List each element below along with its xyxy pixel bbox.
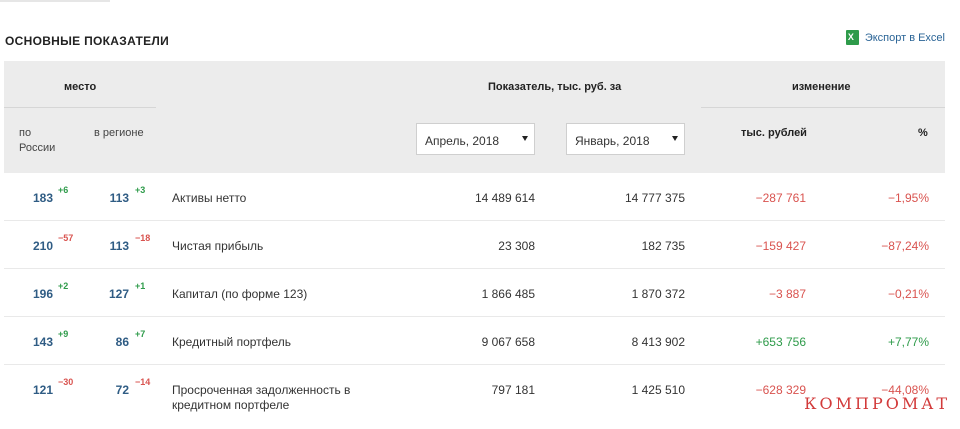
rank-russia: 210 — [32, 239, 53, 253]
value-period2: 14 777 375 — [624, 191, 685, 205]
value-period1: 14 489 614 — [474, 191, 535, 205]
value-period2: 1 425 510 — [631, 383, 685, 397]
rank-region-delta: +1 — [135, 281, 146, 291]
change-pct: +7,77% — [887, 335, 929, 349]
indicator-name: Капитал (по форме 123) — [172, 287, 308, 301]
rank-russia-delta: +9 — [58, 329, 69, 339]
rank-region: 113 — [109, 191, 129, 205]
header-change-rub: тыс. рублей — [741, 127, 807, 139]
rank-russia: 121 — [32, 383, 53, 397]
header-place-russia: по России — [19, 127, 56, 154]
value-period1: 797 181 — [491, 383, 535, 397]
value-period2: 8 413 902 — [631, 335, 685, 349]
table-row: 121 −30 72 −14 Просроченная задолженност… — [4, 365, 945, 429]
rank-russia-delta: −30 — [58, 377, 74, 387]
rank-russia: 196 — [32, 287, 53, 301]
rank-region: 86 — [115, 335, 129, 349]
change-pct: −1,95% — [887, 191, 929, 205]
table-header: место Показатель, тыс. руб. за изменение… — [4, 61, 945, 173]
rank-russia-delta: +2 — [58, 281, 69, 291]
change-rub: −287 761 — [755, 191, 806, 205]
value-period2: 182 735 — [641, 239, 685, 253]
page-title: ОСНОВНЫЕ ПОКАЗАТЕЛИ — [5, 34, 170, 48]
rank-region-delta: −14 — [135, 377, 151, 387]
rank-russia-delta: +6 — [58, 185, 69, 195]
value-period1: 23 308 — [498, 239, 535, 253]
header-indicator: Показатель, тыс. руб. за — [488, 81, 622, 93]
period1-value: Апрель, 2018 — [425, 134, 500, 148]
change-pct: −87,24% — [881, 239, 929, 253]
excel-file-icon — [845, 30, 859, 45]
header-change-pct: % — [918, 127, 928, 139]
rank-russia-delta: −57 — [58, 233, 74, 243]
period2-value: Январь, 2018 — [575, 134, 650, 148]
period1-select[interactable]: Апрель, 2018 — [416, 123, 535, 155]
top-tab-line — [0, 0, 110, 2]
value-period2: 1 870 372 — [631, 287, 685, 301]
rank-russia: 143 — [32, 335, 53, 349]
indicator-name: Кредитный портфель — [172, 335, 292, 349]
table-row: 183 +6 113 +3 Активы нетто 14 489 614 14… — [4, 173, 945, 221]
rank-region-delta: −18 — [135, 233, 151, 243]
change-rub: −628 329 — [755, 383, 806, 397]
header-change: изменение — [792, 81, 851, 93]
value-period1: 1 866 485 — [481, 287, 535, 301]
rank-region-delta: +3 — [135, 185, 146, 195]
chevron-down-icon — [672, 136, 678, 141]
export-excel-link[interactable]: Экспорт в Excel — [845, 30, 945, 45]
table-row: 210 −57 113 −18 Чистая прибыль 23 308 18… — [4, 221, 945, 269]
change-pct: −0,21% — [887, 287, 929, 301]
header-divider-place — [4, 107, 156, 108]
value-period1: 9 067 658 — [481, 335, 535, 349]
change-rub: −159 427 — [755, 239, 806, 253]
change-rub: −3 887 — [768, 287, 806, 301]
rank-region: 127 — [108, 287, 129, 301]
header-place-region: в регионе — [94, 127, 144, 139]
header-divider-change — [701, 107, 945, 108]
period2-select[interactable]: Январь, 2018 — [566, 123, 685, 155]
watermark: КОМПРОМАТ — [804, 394, 950, 413]
rank-russia: 183 — [32, 191, 53, 205]
change-rub: +653 756 — [755, 335, 806, 349]
header-place: место — [64, 81, 97, 93]
indicator-name: Активы нетто — [172, 191, 247, 205]
table-row: 196 +2 127 +1 Капитал (по форме 123) 1 8… — [4, 269, 945, 317]
indicators-table: 183 +6 113 +3 Активы нетто 14 489 614 14… — [4, 173, 945, 429]
export-excel-label: Экспорт в Excel — [864, 31, 945, 44]
indicator-name: Просроченная задолженность в кредитном п… — [172, 383, 351, 412]
indicator-name: Чистая прибыль — [172, 239, 264, 253]
rank-region: 72 — [115, 383, 129, 397]
rank-region: 113 — [109, 239, 129, 253]
table-row: 143 +9 86 +7 Кредитный портфель 9 067 65… — [4, 317, 945, 365]
rank-region-delta: +7 — [135, 329, 146, 339]
change-pct: −44,08% — [881, 383, 929, 397]
chevron-down-icon — [522, 136, 528, 141]
